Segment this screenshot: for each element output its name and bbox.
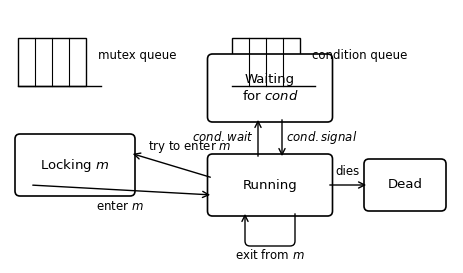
Text: exit from $m$: exit from $m$ bbox=[235, 248, 304, 262]
Text: Dead: Dead bbox=[387, 179, 422, 191]
Text: mutex queue: mutex queue bbox=[98, 49, 176, 61]
Bar bbox=[18, 38, 86, 86]
Text: Locking $m$: Locking $m$ bbox=[40, 156, 109, 174]
Text: Waiting
for $cond$: Waiting for $cond$ bbox=[241, 73, 298, 103]
Text: dies: dies bbox=[335, 165, 359, 178]
FancyBboxPatch shape bbox=[207, 154, 332, 216]
FancyBboxPatch shape bbox=[15, 134, 135, 196]
Bar bbox=[232, 38, 300, 86]
Text: $cond.wait$: $cond.wait$ bbox=[192, 130, 253, 144]
FancyBboxPatch shape bbox=[207, 54, 332, 122]
Text: $cond.signal$: $cond.signal$ bbox=[285, 129, 357, 146]
Text: enter $m$: enter $m$ bbox=[96, 200, 144, 213]
FancyBboxPatch shape bbox=[363, 159, 445, 211]
Text: Running: Running bbox=[242, 179, 297, 191]
Text: condition queue: condition queue bbox=[311, 49, 407, 61]
Text: try to enter $m$: try to enter $m$ bbox=[148, 139, 231, 155]
